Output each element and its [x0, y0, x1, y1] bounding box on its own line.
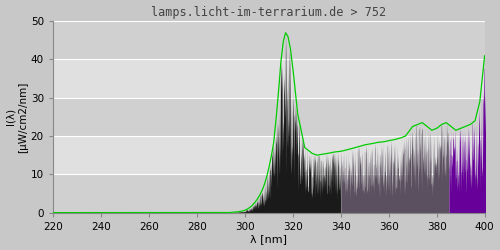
Bar [53, 136, 484, 174]
Bar [53, 60, 484, 98]
Bar [53, 98, 484, 136]
Bar [53, 174, 484, 213]
Title: lamps.licht-im-terrarium.de > 752: lamps.licht-im-terrarium.de > 752 [151, 6, 386, 18]
X-axis label: λ [nm]: λ [nm] [250, 234, 288, 244]
Bar [53, 21, 484, 59]
Y-axis label: I(λ)
[µW/cm2/nm]: I(λ) [µW/cm2/nm] [6, 81, 28, 152]
